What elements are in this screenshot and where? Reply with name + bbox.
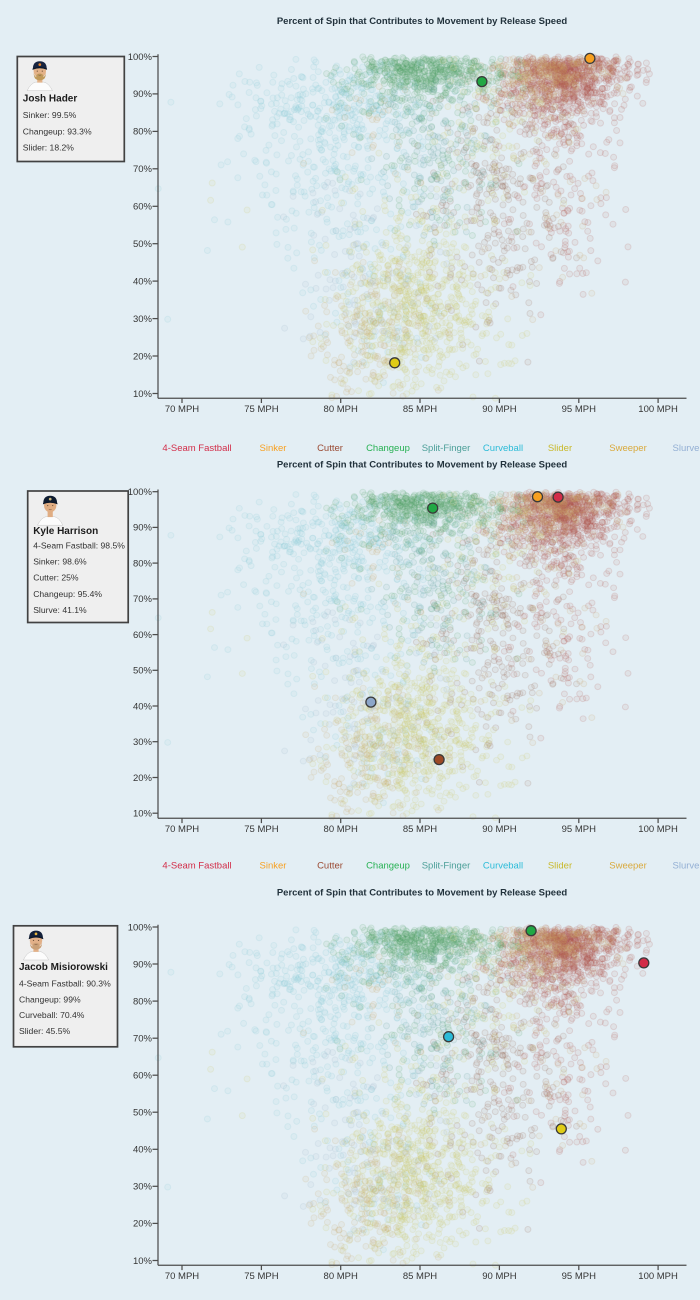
svg-text:Slurve: 41.1%: Slurve: 41.1%	[33, 605, 87, 615]
svg-text:70%: 70%	[133, 1034, 153, 1045]
svg-text:Sinker: 98.6%: Sinker: 98.6%	[33, 557, 87, 567]
svg-text:80 MPH: 80 MPH	[324, 404, 358, 415]
svg-text:Sweeper: Sweeper	[609, 860, 647, 871]
svg-text:70%: 70%	[133, 164, 153, 175]
svg-text:90 MPH: 90 MPH	[482, 1271, 516, 1282]
svg-text:4-Seam Fastball: 4-Seam Fastball	[162, 443, 231, 454]
svg-text:80 MPH: 80 MPH	[324, 824, 358, 835]
svg-text:Cutter: 25%: Cutter: 25%	[33, 573, 79, 583]
svg-text:30%: 30%	[133, 314, 153, 325]
svg-text:Curveball: Curveball	[483, 860, 523, 871]
svg-text:Split-Finger: Split-Finger	[422, 860, 471, 871]
svg-text:Josh Hader: Josh Hader	[23, 94, 78, 105]
svg-text:70%: 70%	[133, 594, 153, 605]
svg-text:Jacob Misiorowski: Jacob Misiorowski	[19, 962, 108, 973]
svg-text:75 MPH: 75 MPH	[244, 1271, 278, 1282]
svg-text:80%: 80%	[133, 996, 153, 1007]
svg-text:70 MPH: 70 MPH	[165, 404, 199, 415]
svg-text:50%: 50%	[133, 666, 153, 677]
svg-text:100%: 100%	[128, 922, 153, 933]
svg-text:75 MPH: 75 MPH	[244, 404, 278, 415]
svg-text:95 MPH: 95 MPH	[562, 404, 596, 415]
svg-text:Changeup: Changeup	[366, 860, 410, 871]
svg-text:60%: 60%	[133, 630, 153, 641]
svg-text:20%: 20%	[133, 351, 153, 362]
svg-text:20%: 20%	[133, 773, 153, 784]
svg-text:Curveball: 70.4%: Curveball: 70.4%	[19, 1010, 85, 1020]
svg-text:Percent of Spin that Contribut: Percent of Spin that Contributes to Move…	[277, 16, 568, 27]
svg-text:100%: 100%	[128, 487, 153, 498]
svg-text:90%: 90%	[133, 89, 153, 100]
svg-text:40%: 40%	[133, 276, 153, 287]
svg-text:80%: 80%	[133, 127, 153, 138]
svg-text:10%: 10%	[133, 809, 153, 820]
svg-text:Slurve: Slurve	[673, 443, 700, 454]
svg-text:4-Seam Fastball: 90.3%: 4-Seam Fastball: 90.3%	[19, 979, 111, 989]
svg-text:Slider: Slider	[548, 443, 572, 454]
svg-text:85 MPH: 85 MPH	[403, 1271, 437, 1282]
svg-text:50%: 50%	[133, 239, 153, 250]
svg-text:90 MPH: 90 MPH	[482, 404, 516, 415]
svg-text:90 MPH: 90 MPH	[482, 824, 516, 835]
svg-text:Changeup: 93.3%: Changeup: 93.3%	[23, 126, 92, 136]
svg-text:50%: 50%	[133, 1108, 153, 1119]
svg-text:4-Seam Fastball: 98.5%: 4-Seam Fastball: 98.5%	[33, 541, 125, 551]
svg-text:95 MPH: 95 MPH	[562, 1271, 596, 1282]
svg-text:60%: 60%	[133, 202, 153, 213]
svg-text:30%: 30%	[133, 1182, 153, 1193]
svg-text:100%: 100%	[128, 52, 153, 63]
svg-text:40%: 40%	[133, 1145, 153, 1156]
svg-text:Sinker: Sinker	[260, 443, 287, 454]
svg-text:90%: 90%	[133, 523, 153, 534]
svg-text:10%: 10%	[133, 389, 153, 400]
svg-text:80%: 80%	[133, 558, 153, 569]
svg-text:Sweeper: Sweeper	[609, 443, 647, 454]
svg-text:Kyle Harrison: Kyle Harrison	[33, 526, 98, 537]
svg-text:10%: 10%	[133, 1256, 153, 1267]
svg-text:70 MPH: 70 MPH	[165, 1271, 199, 1282]
svg-text:4-Seam Fastball: 4-Seam Fastball	[162, 860, 231, 871]
svg-text:Cutter: Cutter	[317, 443, 343, 454]
svg-text:Slider: 45.5%: Slider: 45.5%	[19, 1026, 70, 1036]
svg-text:30%: 30%	[133, 737, 153, 748]
svg-text:100 MPH: 100 MPH	[638, 1271, 678, 1282]
svg-text:Sinker: Sinker	[260, 860, 287, 871]
svg-text:100 MPH: 100 MPH	[638, 404, 678, 415]
svg-text:Cutter: Cutter	[317, 860, 343, 871]
svg-text:90%: 90%	[133, 959, 153, 970]
svg-text:Curveball: Curveball	[483, 443, 523, 454]
svg-text:Changeup: 95.4%: Changeup: 95.4%	[33, 589, 102, 599]
svg-text:40%: 40%	[133, 701, 153, 712]
svg-text:95 MPH: 95 MPH	[562, 824, 596, 835]
svg-text:Split-Finger: Split-Finger	[422, 443, 471, 454]
svg-text:60%: 60%	[133, 1071, 153, 1082]
svg-text:70 MPH: 70 MPH	[165, 824, 199, 835]
svg-text:100 MPH: 100 MPH	[638, 824, 678, 835]
svg-text:Slider: 18.2%: Slider: 18.2%	[23, 143, 74, 153]
svg-text:20%: 20%	[133, 1219, 153, 1230]
svg-text:85 MPH: 85 MPH	[403, 824, 437, 835]
svg-text:Percent of Spin that Contribut: Percent of Spin that Contributes to Move…	[277, 459, 568, 470]
svg-text:Slurve: Slurve	[673, 860, 700, 871]
svg-text:Slider: Slider	[548, 860, 572, 871]
svg-text:75 MPH: 75 MPH	[244, 824, 278, 835]
svg-text:80 MPH: 80 MPH	[324, 1271, 358, 1282]
svg-text:85 MPH: 85 MPH	[403, 404, 437, 415]
svg-text:Sinker: 99.5%: Sinker: 99.5%	[23, 110, 77, 120]
svg-text:Percent of Spin that Contribut: Percent of Spin that Contributes to Move…	[277, 887, 568, 898]
svg-text:Changeup: Changeup	[366, 443, 410, 454]
svg-text:Changeup: 99%: Changeup: 99%	[19, 994, 81, 1004]
